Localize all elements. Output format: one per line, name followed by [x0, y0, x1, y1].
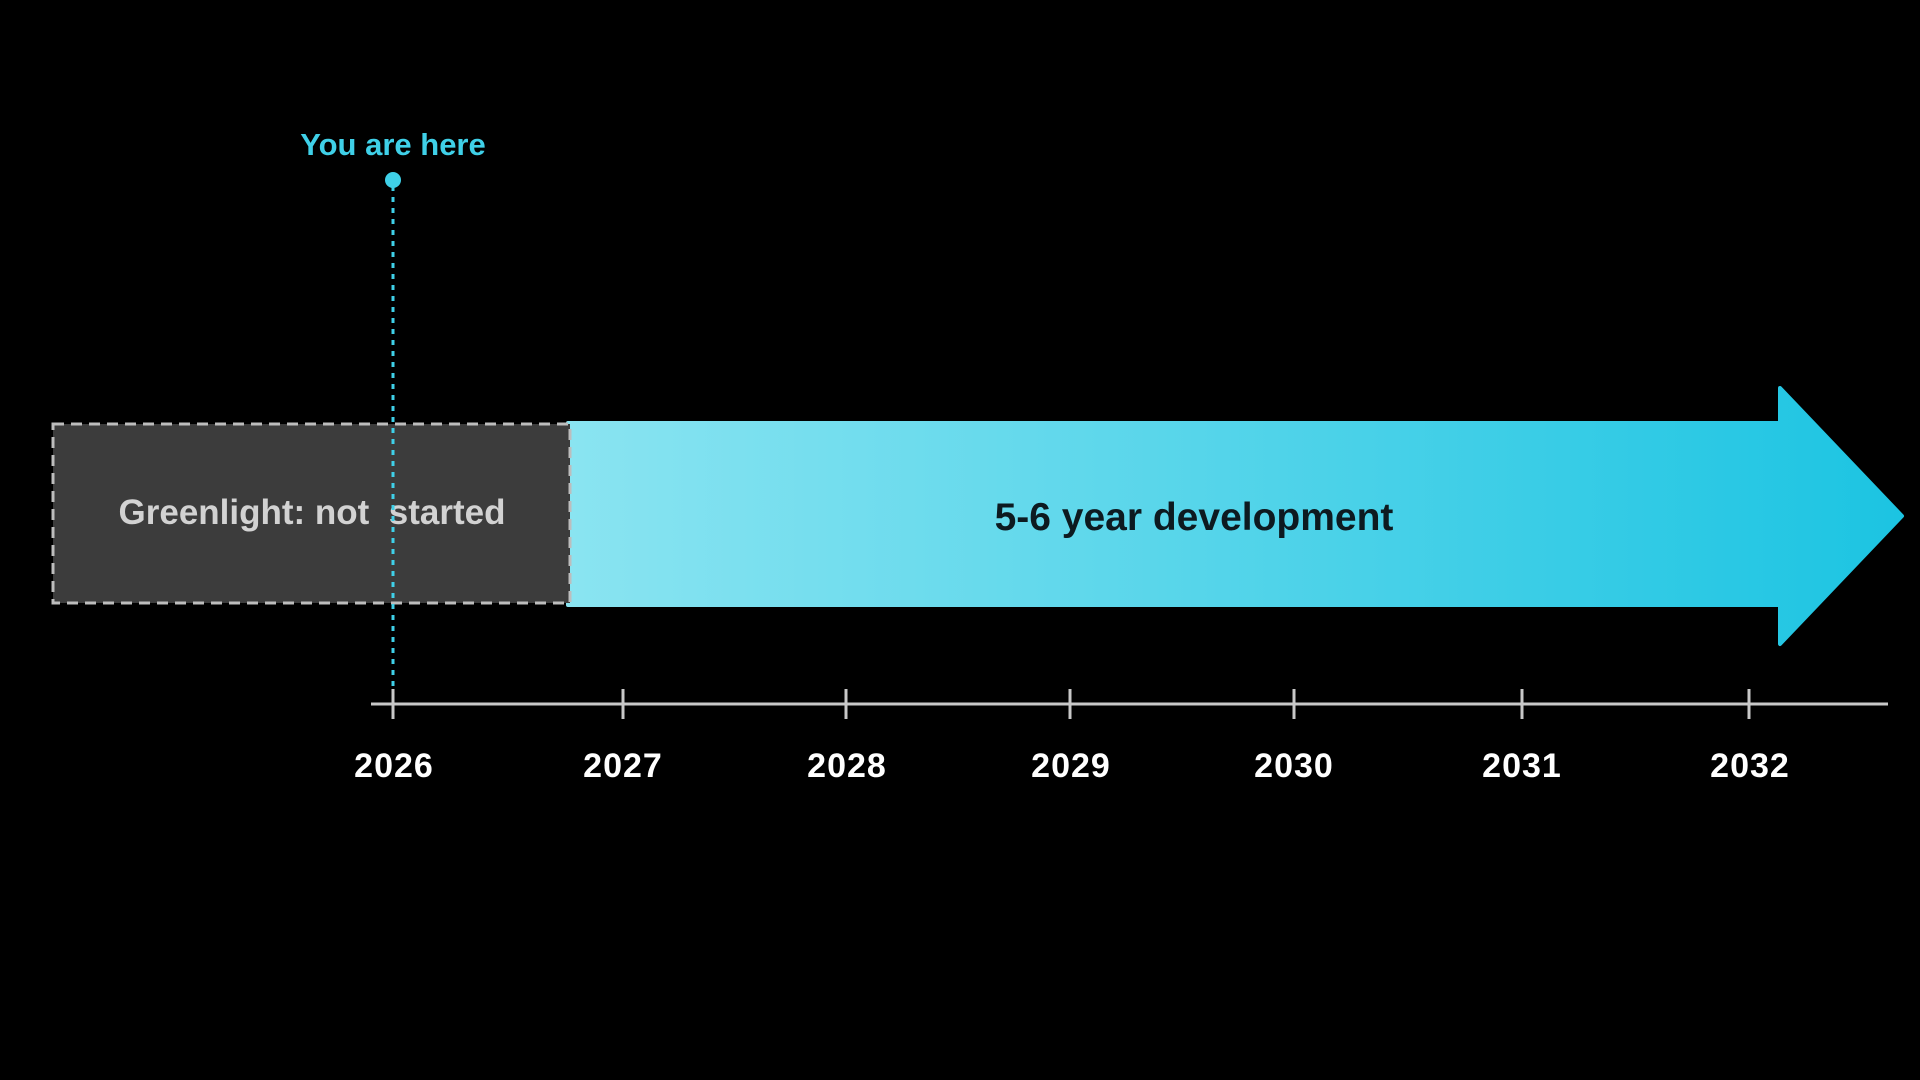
year-label-2026: 2026 — [354, 747, 434, 785]
year-label-2031: 2031 — [1482, 747, 1562, 785]
greenlight-label: Greenlight: not started — [119, 493, 506, 532]
year-label-2032: 2032 — [1710, 747, 1790, 785]
year-label-2030: 2030 — [1254, 747, 1334, 785]
you-are-here-label: You are here — [300, 127, 486, 162]
timeline-ticks — [391, 689, 1751, 719]
year-label-2028: 2028 — [807, 747, 887, 785]
you-are-here-dot — [385, 172, 401, 188]
year-label-2027: 2027 — [583, 747, 663, 785]
year-label-2029: 2029 — [1031, 747, 1111, 785]
development-arrow — [566, 386, 1904, 646]
timeline-year-labels: 2026 2027 2028 2029 2030 2031 2032 — [354, 747, 1790, 785]
greenlight-box — [51, 422, 572, 605]
development-label: 5-6 year development — [995, 496, 1394, 539]
